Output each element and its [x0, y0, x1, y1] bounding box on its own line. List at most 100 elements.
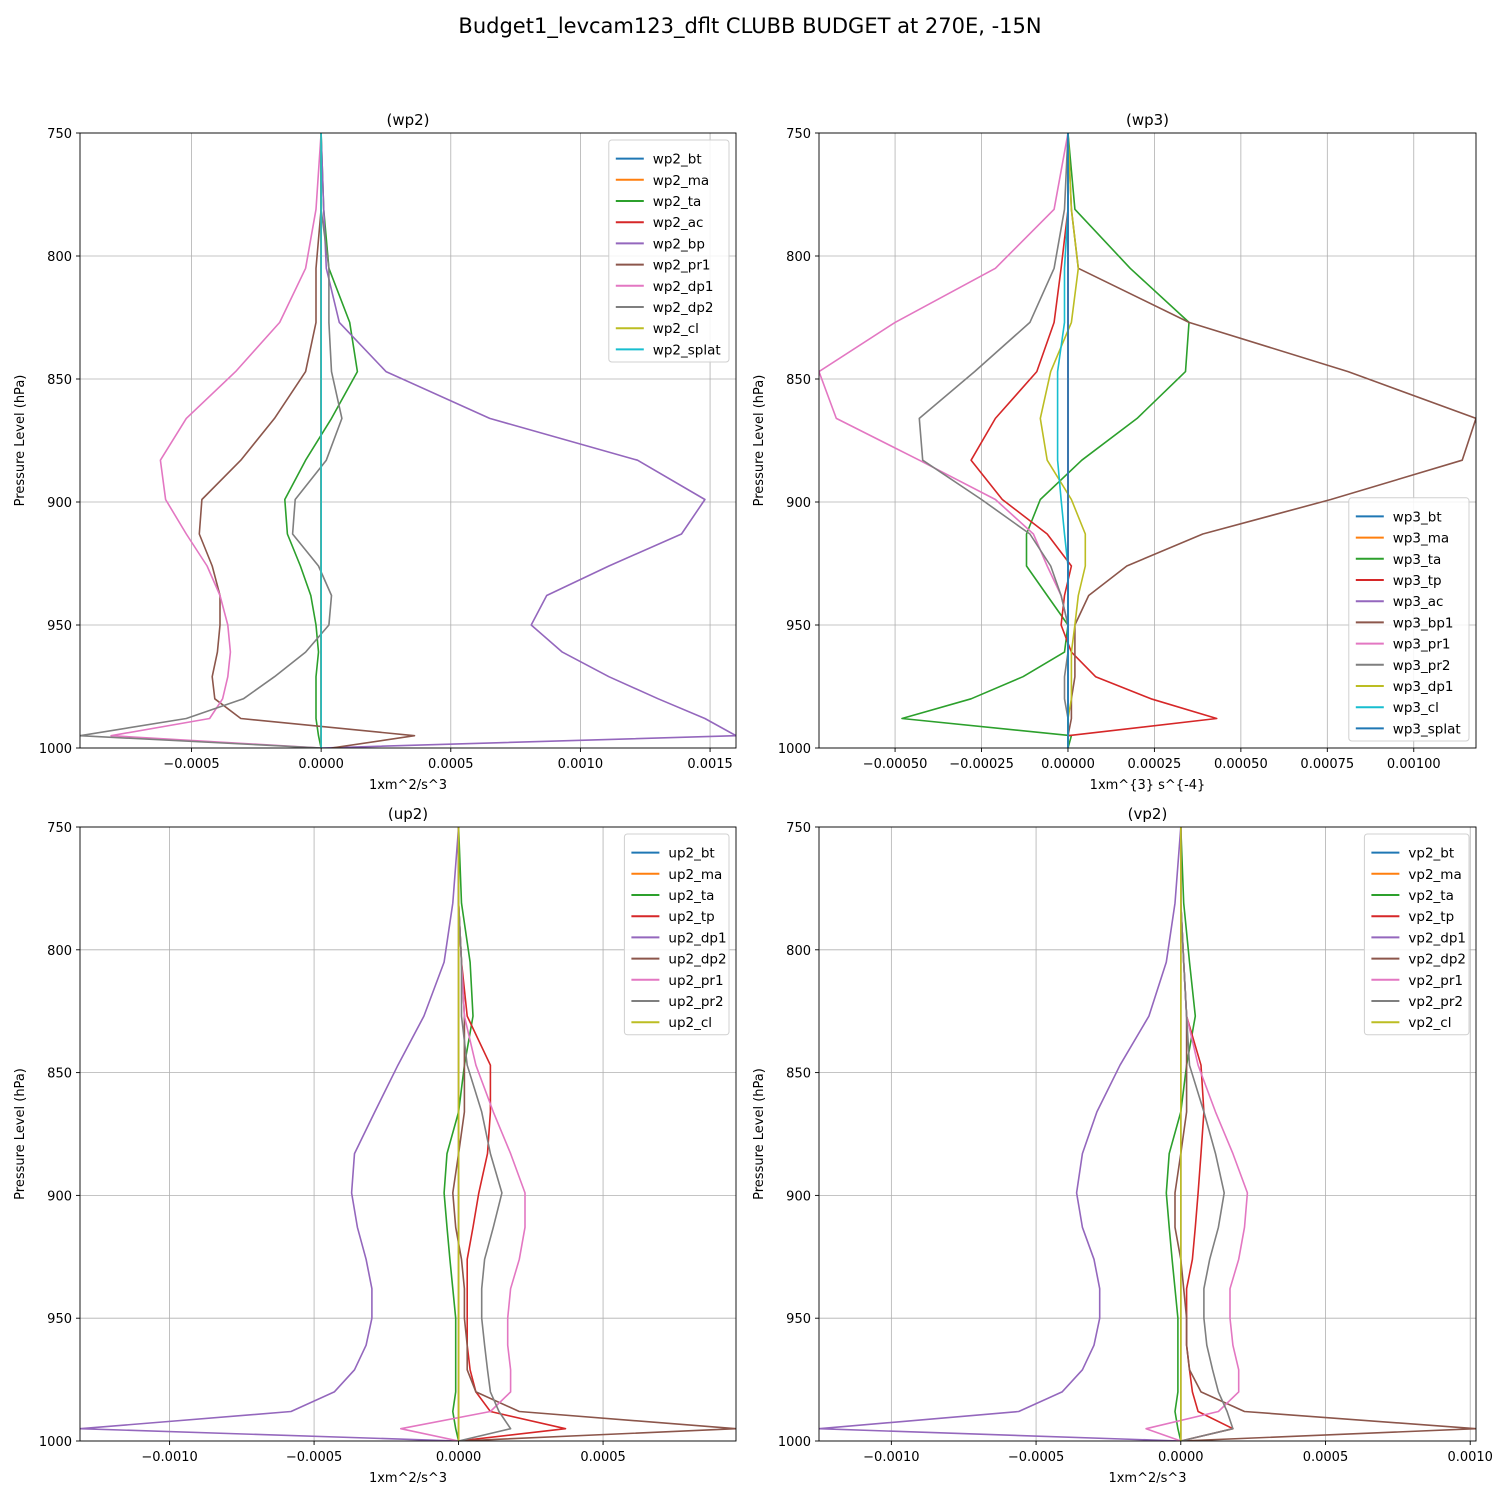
legend-label-up2_bt: up2_bt — [668, 846, 714, 862]
legend-label-wp2_bt: wp2_bt — [653, 152, 702, 168]
y-tick-label: 850 — [786, 373, 811, 388]
legend-label-vp2_tp: vp2_tp — [1408, 909, 1454, 925]
legend-label-up2_pr1: up2_pr1 — [668, 973, 723, 989]
legend-box — [623, 833, 730, 1036]
legend-label-wp3_ta: wp3_ta — [1393, 552, 1442, 568]
x-tick-label: −0.00025 — [949, 757, 1014, 772]
y-axis-label: Pressure Level (hPa) — [752, 375, 767, 507]
legend-label-wp2_bp: wp2_bp — [653, 236, 705, 252]
panel-title: (up2) — [388, 805, 428, 823]
legend: up2_bt up2_ma up2_ta up2_tp up2_dp1 up2_dp2up… — [623, 833, 730, 1036]
legend-label-vp2_pr1: vp2_pr1 — [1408, 973, 1463, 989]
x-axis-label: 1xm^2/s^3 — [369, 1471, 447, 1486]
x-tick-label: 0.0000 — [1158, 1450, 1204, 1465]
axes-frame — [79, 826, 737, 1442]
series-line-up2_ta — [443, 827, 474, 1441]
legend-label-wp2_dp1: wp2_dp1 — [653, 279, 714, 295]
y-tick-label: 750 — [786, 821, 811, 836]
x-tick-label: 0.0005 — [428, 757, 474, 772]
x-tick-label: 0.0010 — [558, 757, 604, 772]
series-line-wp3_dp1 — [1039, 133, 1087, 748]
y-tick-label: 950 — [47, 619, 72, 634]
x-tick-label: 0.0005 — [1303, 1450, 1349, 1465]
y-tick-label: 750 — [47, 127, 72, 142]
x-axis-label: 1xm^2/s^3 — [369, 778, 447, 793]
series-line-wp3_pr2 — [918, 133, 1069, 748]
legend-label-up2_cl: up2_cl — [668, 1015, 712, 1031]
x-tick-label: 0.00025 — [1128, 757, 1182, 772]
x-tick-label: 0.00075 — [1300, 757, 1354, 772]
legend-label-up2_ma: up2_ma — [668, 867, 722, 883]
legend-label-vp2_ta: vp2_ta — [1408, 888, 1453, 904]
series-line-vp2_pr1 — [1145, 827, 1249, 1441]
y-tick-label: 1000 — [778, 1435, 811, 1450]
legend-label-up2_dp1: up2_dp1 — [668, 930, 726, 946]
y-tick-label: 900 — [47, 1189, 72, 1204]
x-tick-label: 0.00050 — [1214, 757, 1268, 772]
y-tick-label: 1000 — [39, 742, 72, 757]
legend-label-up2_dp2: up2_dp2 — [668, 952, 726, 968]
series-group — [80, 827, 736, 1441]
series-line-up2_dp1 — [80, 827, 460, 1441]
y-axis-label: Pressure Level (hPa) — [13, 375, 28, 507]
legend-label-wp2_ma: wp2_ma — [653, 173, 709, 189]
legend-label-vp2_bt: vp2_bt — [1408, 846, 1454, 862]
legend-label-wp3_pr2: wp3_pr2 — [1393, 658, 1451, 674]
legend-label-wp3_pr1: wp3_pr1 — [1393, 637, 1451, 653]
legend-label-wp2_splat: wp2_splat — [653, 342, 721, 358]
series-group — [80, 133, 736, 748]
y-axis-label: Pressure Level (hPa) — [752, 1068, 767, 1200]
series-line-up2_tp — [457, 827, 567, 1441]
series-line-up2_pr2 — [457, 827, 512, 1441]
x-tick-label: 0.00000 — [1041, 757, 1095, 772]
chart-panel-2: −0.00050 −0.00025 0.00000 0.00025 0.00050 0.0… — [752, 111, 1477, 793]
y-tick-label: 750 — [47, 821, 72, 836]
series-line-up2_pr1 — [399, 827, 526, 1441]
axes-frame — [818, 132, 1477, 749]
legend-label-wp3_bt: wp3_bt — [1393, 509, 1442, 525]
legend-label-wp3_dp1: wp3_dp1 — [1393, 679, 1454, 695]
legend-label-wp2_ac: wp2_ac — [653, 215, 704, 231]
figure-title: Budget1_levcam123_dflt CLUBB BUDGET at 2… — [458, 14, 1042, 38]
y-tick-label: 900 — [786, 1189, 811, 1204]
x-tick-label: 0.0000 — [298, 757, 344, 772]
legend: vp2_bt vp2_ma vp2_ta vp2_tp vp2_dp1 vp2_dp2vp… — [1363, 833, 1470, 1036]
y-tick-label: 800 — [786, 250, 811, 265]
series-line-vp2_dp1 — [819, 827, 1182, 1441]
series-line-vp2_ta — [1165, 827, 1197, 1441]
y-tick-label: 950 — [786, 619, 811, 634]
legend-label-wp3_bp1: wp3_bp1 — [1393, 615, 1454, 631]
legend-label-wp3_splat: wp3_splat — [1393, 721, 1461, 737]
x-tick-label: −0.0010 — [141, 1450, 197, 1465]
chart-panel-3: −0.0010 −0.0005 0.0000 0.0005 750 800 850 900 95… — [13, 805, 737, 1486]
legend-label-vp2_dp1: vp2_dp1 — [1408, 930, 1466, 946]
x-tick-label: −0.0005 — [1008, 1450, 1064, 1465]
legend-label-wp2_cl: wp2_cl — [653, 321, 699, 337]
legend: wp3_bt wp3_ma wp3_ta wp3_tp wp3_ac wp3_bp1 wp3… — [1348, 497, 1470, 742]
x-tick-label: 0.00100 — [1387, 757, 1441, 772]
legend-box — [1363, 833, 1470, 1036]
legend-label-wp3_tp: wp3_tp — [1393, 573, 1442, 589]
x-tick-label: 0.0005 — [580, 1450, 626, 1465]
chart-panel-4: −0.0010 −0.0005 0.0000 0.0005 0.0010 750 800 85… — [752, 805, 1493, 1486]
legend-label-up2_pr2: up2_pr2 — [668, 994, 723, 1010]
x-tick-label: −0.0005 — [163, 757, 219, 772]
x-tick-label: 0.0015 — [687, 757, 733, 772]
x-axis-label: 1xm^2/s^3 — [1108, 1471, 1186, 1486]
legend-label-up2_ta: up2_ta — [668, 888, 714, 904]
series-line-wp2_ta — [283, 133, 359, 748]
y-tick-label: 850 — [47, 1067, 72, 1082]
series-group — [819, 133, 1476, 748]
legend-label-wp2_pr1: wp2_pr1 — [653, 258, 711, 274]
series-line-wp2_dp1 — [110, 133, 322, 748]
y-tick-label: 1000 — [39, 1435, 72, 1450]
y-tick-label: 850 — [786, 1067, 811, 1082]
x-tick-label: 0.0000 — [436, 1450, 482, 1465]
series-line-wp2_dp2 — [80, 133, 343, 748]
y-tick-label: 750 — [786, 127, 811, 142]
series-line-vp2_pr2 — [1180, 827, 1234, 1441]
legend-label-wp3_ac: wp3_ac — [1393, 594, 1444, 610]
legend-label-vp2_ma: vp2_ma — [1408, 867, 1461, 883]
legend-label-up2_tp: up2_tp — [668, 909, 714, 925]
